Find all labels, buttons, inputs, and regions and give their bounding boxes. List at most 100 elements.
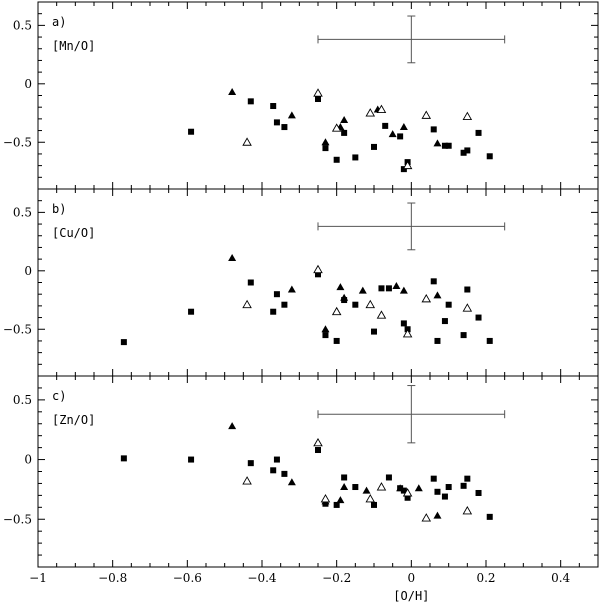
data-point-open-triangle — [402, 488, 413, 497]
x-tick-label: −0.2 — [322, 571, 351, 585]
data-point-open-triangle — [331, 306, 342, 316]
data-point-square — [188, 128, 195, 135]
data-point-square — [247, 460, 254, 467]
y-axis-label: [Zn/O] — [52, 413, 95, 427]
data-point-square — [273, 119, 280, 126]
panel-tag: c) — [52, 389, 66, 403]
x-tick-label: −1 — [29, 571, 47, 585]
x-axis-label: [O/H] — [393, 589, 429, 603]
data-point-square — [315, 271, 321, 278]
data-point-square — [270, 308, 277, 315]
data-point-square — [352, 484, 359, 491]
data-point-open-triangle — [242, 137, 252, 146]
data-point-open-triangle — [421, 293, 432, 303]
data-point-square — [273, 456, 280, 463]
data-point-open-triangle — [462, 111, 473, 120]
data-point-square — [385, 474, 392, 481]
panel-frame — [37, 375, 599, 568]
data-point-square — [333, 156, 340, 163]
data-point-square — [404, 494, 411, 501]
data-point-square — [378, 285, 385, 292]
data-point-square — [475, 314, 482, 321]
data-point-square — [270, 103, 277, 110]
data-point-filled-triangle — [396, 484, 405, 492]
data-point-open-triangle — [376, 482, 387, 491]
x-tick-label: −0.8 — [98, 571, 127, 585]
data-point-filled-triangle — [321, 325, 330, 333]
data-point-square — [464, 147, 471, 154]
panel-frame — [37, 188, 599, 377]
data-point-open-triangle — [313, 437, 323, 447]
data-point-square — [188, 456, 195, 463]
data-point-filled-triangle — [340, 483, 349, 491]
x-tick-label: 0 — [408, 571, 416, 585]
data-point-square — [341, 129, 348, 136]
data-point-filled-triangle — [388, 130, 397, 138]
data-point-open-triangle — [365, 494, 376, 503]
data-point-square — [371, 143, 377, 150]
y-tick-label: 0 — [24, 77, 32, 91]
data-point-filled-triangle — [228, 253, 237, 261]
data-point-square — [397, 133, 404, 140]
data-point-filled-triangle — [228, 422, 237, 430]
data-point-square — [445, 142, 452, 149]
data-point-open-triangle — [365, 108, 376, 117]
data-point-filled-triangle — [414, 484, 423, 492]
data-point-square — [430, 278, 437, 285]
data-point-square — [441, 493, 448, 500]
data-point-open-triangle — [376, 310, 387, 319]
data-point-square — [315, 96, 321, 103]
x-tick-label: 0.4 — [551, 571, 570, 585]
data-point-square — [475, 489, 482, 496]
data-point-filled-triangle — [362, 486, 371, 494]
data-point-square — [464, 286, 471, 293]
data-point-square — [270, 467, 277, 474]
data-point-filled-triangle — [433, 139, 442, 147]
data-point-filled-triangle — [358, 286, 367, 294]
data-point-filled-triangle — [336, 496, 345, 504]
data-point-square — [120, 455, 127, 462]
panel-tag: a) — [52, 15, 66, 29]
data-point-square — [430, 475, 437, 482]
data-point-square — [281, 470, 288, 477]
data-point-square — [371, 501, 377, 508]
data-point-open-triangle — [331, 123, 342, 132]
x-tick-label: −0.4 — [247, 571, 277, 585]
data-point-square — [352, 301, 359, 308]
data-point-open-triangle — [313, 264, 323, 274]
data-point-open-triangle — [376, 104, 387, 113]
data-point-open-triangle — [320, 494, 331, 503]
data-point-square — [464, 475, 471, 482]
data-point-square — [486, 513, 493, 520]
data-point-filled-triangle — [340, 293, 349, 301]
data-point-square — [460, 482, 467, 489]
data-point-square — [441, 142, 448, 149]
data-point-square — [322, 145, 329, 152]
data-point-square — [382, 122, 389, 129]
data-point-square — [333, 501, 340, 508]
data-point-square — [486, 337, 493, 344]
y-tick-label: −0.5 — [3, 135, 32, 149]
y-tick-label: −0.5 — [3, 512, 32, 526]
data-point-open-triangle — [421, 110, 432, 119]
data-point-filled-triangle — [392, 282, 401, 290]
data-point-open-triangle — [462, 303, 473, 312]
data-point-filled-triangle — [399, 286, 408, 294]
data-point-open-triangle — [242, 299, 252, 309]
panel-3: 0.5 0 −0.5 c) [Zn/O] — [3, 375, 599, 568]
error-bar — [317, 15, 506, 64]
data-point-square — [486, 153, 493, 160]
data-point-square — [445, 484, 452, 491]
data-point-square — [460, 332, 467, 339]
data-point-square — [247, 279, 254, 286]
data-point-filled-triangle — [399, 123, 408, 131]
data-point-square — [430, 126, 437, 133]
data-point-square — [400, 320, 407, 327]
data-point-square — [385, 285, 392, 292]
data-point-open-triangle — [402, 160, 413, 170]
data-point-square — [315, 447, 321, 454]
data-point-square — [188, 308, 195, 315]
data-point-filled-triangle — [287, 111, 296, 119]
data-point-square — [445, 301, 452, 308]
panel-tag: b) — [52, 202, 66, 216]
